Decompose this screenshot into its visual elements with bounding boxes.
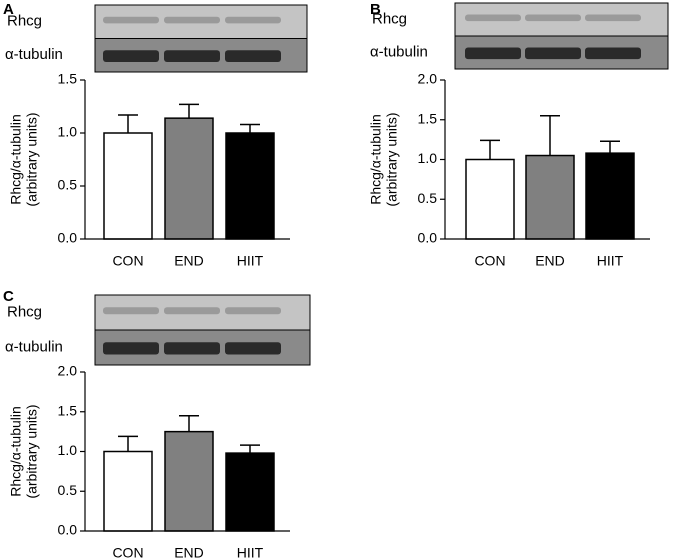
y-tick-label: 0.0 xyxy=(58,522,78,538)
panel-letter: B xyxy=(370,1,381,18)
y-axis-label: Rhcg/α-tubulin xyxy=(368,114,384,205)
blot-band xyxy=(225,16,281,24)
blot-band xyxy=(525,47,581,60)
blot-band xyxy=(465,14,521,22)
blot-band xyxy=(164,342,220,355)
bar xyxy=(465,158,515,240)
bar xyxy=(164,430,214,532)
bar xyxy=(103,450,153,532)
y-tick-label: 1.0 xyxy=(58,124,78,140)
blot-label: Rhcg xyxy=(7,13,42,30)
y-tick-label: 1.5 xyxy=(58,71,78,87)
bar xyxy=(585,152,635,240)
y-axis-label: (arbitrary units) xyxy=(384,112,400,206)
blot-label: α-tubulin xyxy=(5,46,63,63)
blot-band xyxy=(225,342,281,355)
panel-letter: A xyxy=(3,1,14,18)
blot-band xyxy=(103,16,159,24)
y-tick-label: 0.5 xyxy=(418,190,438,206)
blot-band xyxy=(164,307,220,315)
y-axis-label: (arbitrary units) xyxy=(24,404,40,498)
bar xyxy=(225,452,275,532)
blot-band xyxy=(585,47,641,60)
y-tick-label: 0.0 xyxy=(418,230,438,246)
blot-band xyxy=(103,50,159,62)
x-tick-label: CON xyxy=(112,545,143,559)
blot-band xyxy=(225,50,281,62)
y-tick-label: 2.0 xyxy=(58,363,78,379)
blot-label: Rhcg xyxy=(7,303,42,320)
y-tick-label: 1.0 xyxy=(58,442,78,458)
y-tick-label: 0.0 xyxy=(58,230,78,246)
bar xyxy=(525,154,575,240)
y-axis-label: Rhcg/α-tubulin xyxy=(8,114,24,205)
blot-label: Rhcg xyxy=(372,10,407,27)
x-tick-label: END xyxy=(535,253,565,269)
y-tick-label: 0.5 xyxy=(58,482,78,498)
x-tick-label: END xyxy=(174,253,204,269)
x-tick-label: HIIT xyxy=(237,545,264,559)
blot-band xyxy=(225,307,281,315)
blot-band xyxy=(465,47,521,60)
y-tick-label: 1.5 xyxy=(418,110,438,126)
x-tick-label: CON xyxy=(474,253,505,269)
x-tick-label: HIIT xyxy=(237,253,264,269)
bar xyxy=(164,117,214,240)
blot-band xyxy=(525,14,581,22)
blot-label: α-tubulin xyxy=(370,43,428,60)
y-tick-label: 1.0 xyxy=(418,150,438,166)
y-tick-label: 0.5 xyxy=(58,177,78,193)
panel-letter: C xyxy=(3,288,14,305)
blot-band xyxy=(103,307,159,315)
blot-band xyxy=(103,342,159,355)
blot-band xyxy=(164,16,220,24)
y-axis-label: (arbitrary units) xyxy=(24,112,40,206)
blot-label: α-tubulin xyxy=(5,338,63,355)
x-tick-label: END xyxy=(174,545,204,559)
blot-band xyxy=(585,14,641,22)
y-tick-label: 1.5 xyxy=(58,402,78,418)
y-tick-label: 2.0 xyxy=(418,71,438,87)
bar xyxy=(225,132,275,240)
bar xyxy=(103,132,153,240)
x-tick-label: CON xyxy=(112,253,143,269)
y-axis-label: Rhcg/α-tubulin xyxy=(8,406,24,497)
x-tick-label: HIIT xyxy=(597,253,624,269)
blot-band xyxy=(164,50,220,62)
